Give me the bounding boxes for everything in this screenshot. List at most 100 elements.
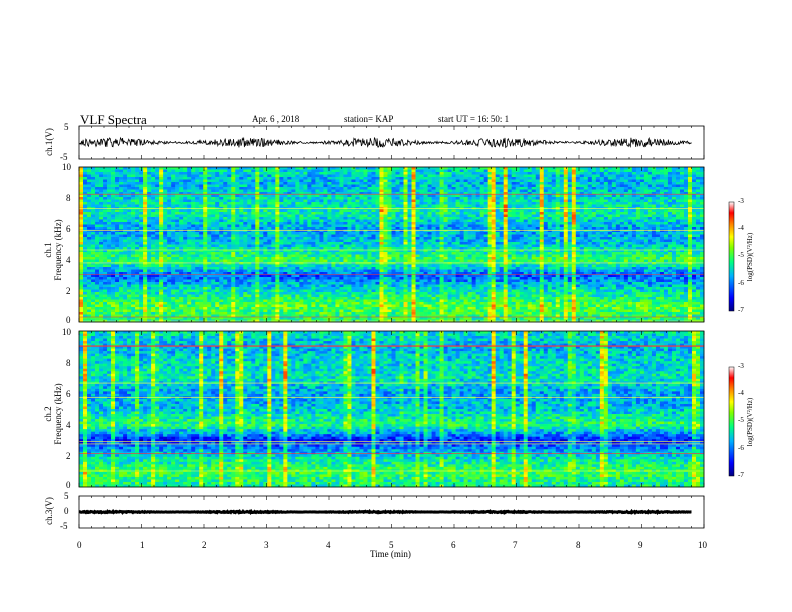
spectrogram-cell [379,244,384,248]
spectrogram-cell [443,194,448,198]
spectrogram-cell [547,232,553,235]
spectrogram-cell [247,169,252,173]
spectrogram-cell [215,222,220,225]
spectrogram-cell [559,232,565,235]
spectrogram-cell [327,174,332,178]
spectrogram-cell [239,202,244,205]
spectrogram-cell [667,184,673,188]
spectrogram-cell [343,222,348,225]
spectrogram-cell [315,184,320,188]
spectrogram-cell [579,239,585,243]
spectrogram-cell [351,192,356,195]
spectrogram-cell [287,237,292,240]
spectrogram-cell [627,197,633,200]
spectrogram-cell [371,194,376,198]
spectrogram-cell [383,194,388,198]
spectrogram-cell [459,177,464,180]
spectrogram-cell [615,192,621,195]
spectrogram-cell [87,222,92,225]
spectrogram-cell [339,179,344,183]
spectrogram-cell [623,172,629,175]
spectrogram-cell [147,217,152,220]
spectrogram-cell [259,237,264,240]
spectrogram-cell [443,199,448,203]
spectrogram-cell [583,212,589,215]
spectrogram-cell [611,222,617,225]
spectrogram-cell [275,222,280,225]
spectrogram-cell [471,244,476,248]
spectrogram-cell [607,174,613,178]
spectrogram-cell [355,187,360,190]
spectrogram-cell [363,169,368,173]
spectrogram-cell [147,239,152,243]
spectrogram-cell [315,169,320,173]
spectrogram-cell [363,214,368,218]
spectrogram-cell [211,197,216,200]
spectrogram-cell [427,209,432,213]
spectrogram-cell [163,234,168,238]
spectrogram-cell [695,179,701,183]
spectrogram-cell [467,234,472,238]
spectrogram-cell [511,234,516,238]
spectrogram-cell [563,172,569,175]
spectrogram-cell [283,177,288,180]
spectrogram-cell [551,177,557,180]
spectrogram-cell [543,212,549,215]
spectrogram-cell [571,232,577,235]
spectrogram-cell [283,227,288,230]
spectrogram-cell [203,209,208,213]
spectrogram-cell [519,172,525,175]
spectrogram-cell [519,202,525,205]
spectrogram-cell [163,199,168,203]
spectrogram-cell [611,242,617,245]
spectrogram-cell [427,182,432,185]
spectrogram-cell [383,179,388,183]
spectrogram-cell [195,184,200,188]
spectrogram-cell [91,239,96,243]
spectrogram-cell [87,209,92,213]
spectrogram-cell [351,242,356,245]
spectrogram-cell [423,197,428,200]
spectrogram-cell [435,239,440,243]
spectrogram-cell [671,199,677,203]
spectrogram-cell [247,172,252,175]
spectrogram-cell [667,234,673,238]
spectrogram-cell [227,214,232,218]
spectrogram-cell [175,179,180,183]
spectrogram-cell [247,202,252,205]
spectrogram-cell [699,237,705,240]
spectrogram-cell [647,214,653,218]
spectrogram-cell [503,219,508,223]
spectrogram-cell [183,202,188,205]
spectrogram-cell [523,184,529,188]
spectrogram-cell [131,204,136,208]
spectrogram-cell [347,237,352,240]
spectrogram-cell [235,222,240,225]
spectrogram-cell [195,182,200,185]
spectrogram-cell [567,212,573,215]
spectrogram-cell [103,182,108,185]
spectrogram-cell [603,172,609,175]
spectrogram-cell [163,232,168,235]
spectrogram-cell [335,184,340,188]
spectrogram-cell [483,224,488,228]
spectrogram-cell [427,197,432,200]
spectrogram-cell [495,224,500,228]
spectrogram-cell [315,204,320,208]
spectrogram-cell [635,234,641,238]
spectrogram-cell [623,177,629,180]
spectrogram-cell [251,209,256,213]
spectrogram-cell [427,224,432,228]
spectrogram-cell [615,172,621,175]
spectrogram-cell [539,212,545,215]
spectrogram-cell [459,189,464,193]
spectrogram-cell [639,204,645,208]
spectrogram-cell [595,237,601,240]
spectrogram-cell [619,222,625,225]
spectrogram-cell [499,169,504,173]
spectrogram-cell [495,244,500,248]
spectrogram-cell [679,179,685,183]
spectrogram-cell [687,189,693,193]
spectrogram-cell [323,222,328,225]
spectrogram-cell [411,212,416,215]
